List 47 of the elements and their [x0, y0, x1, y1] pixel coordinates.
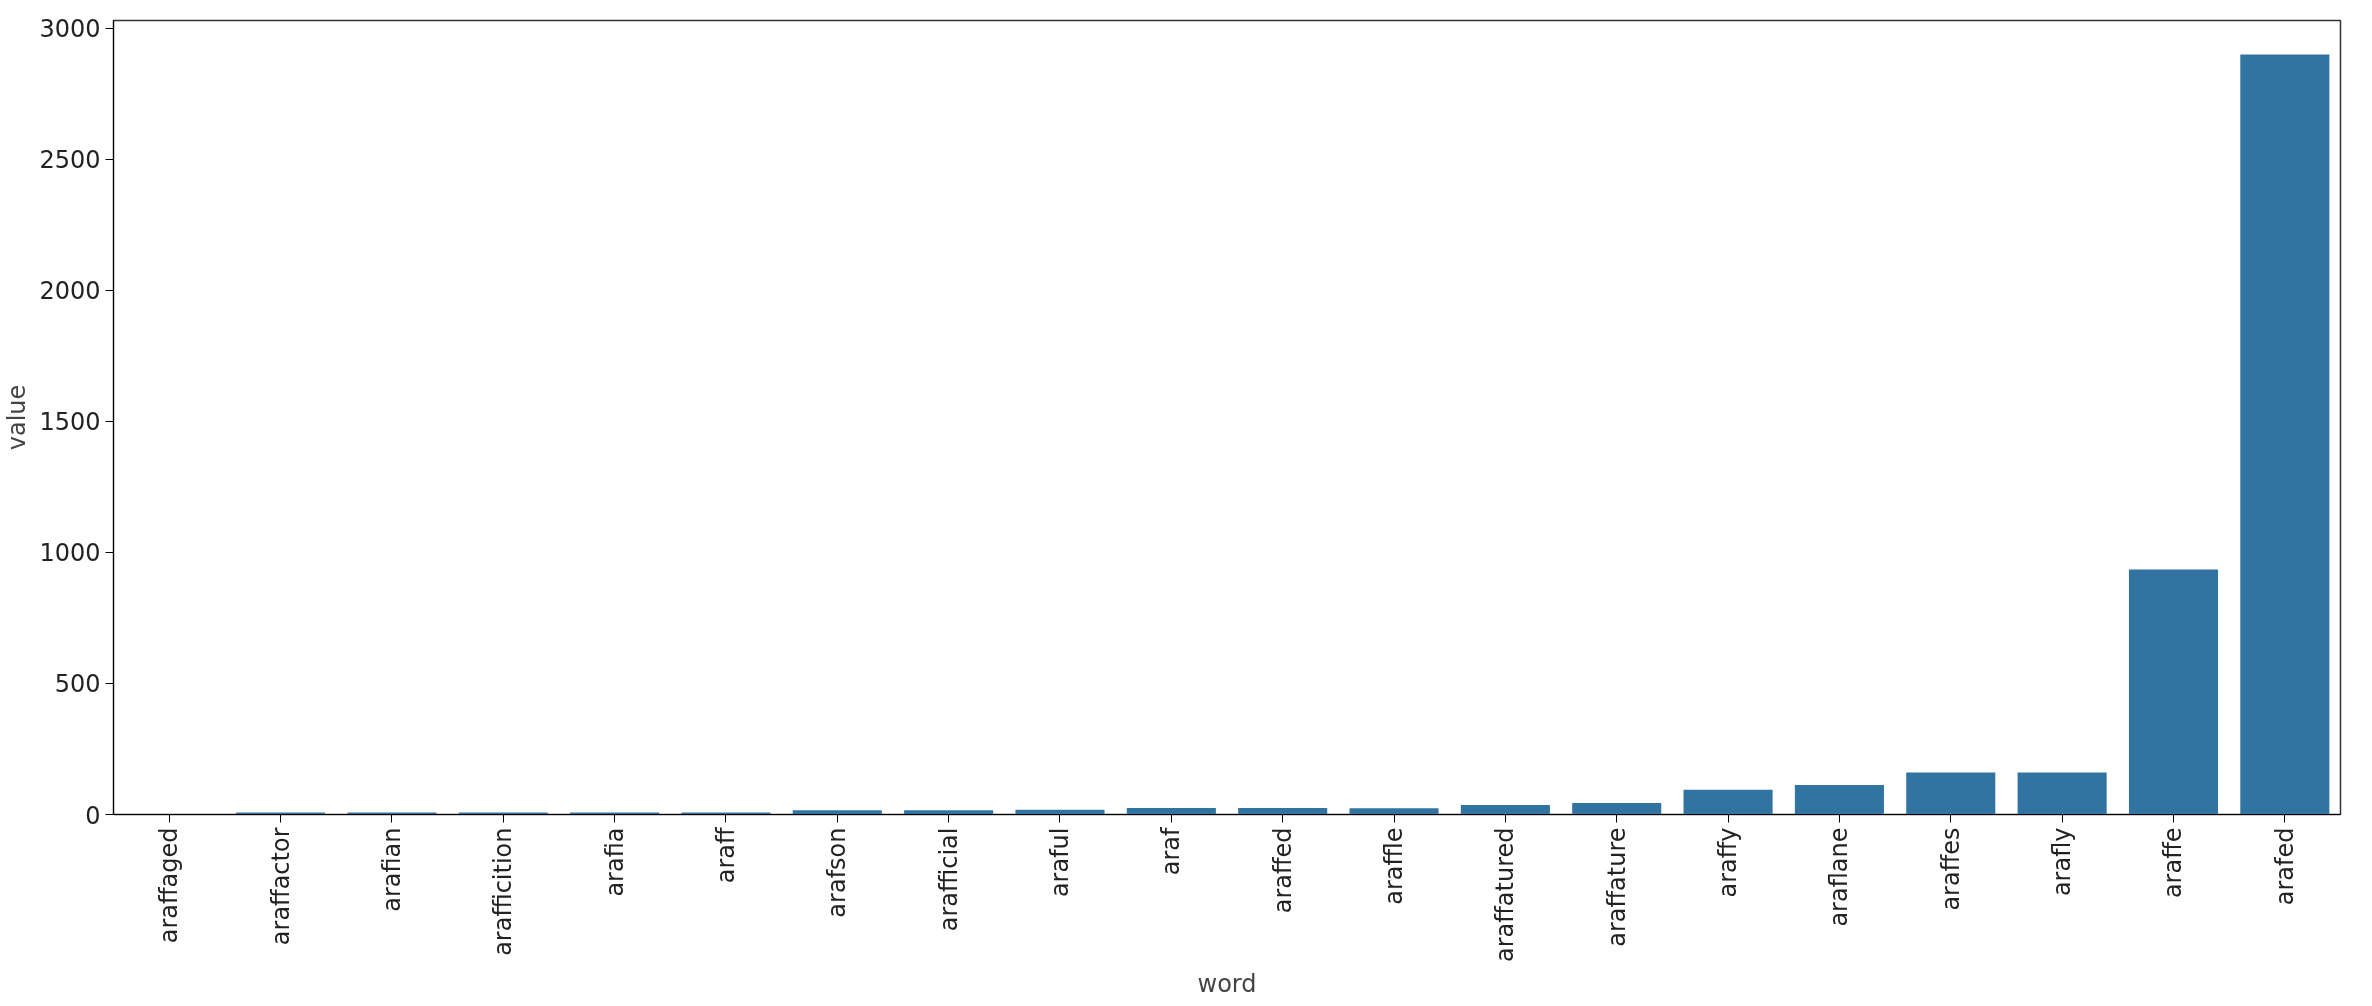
x-tick-label: arafian: [377, 827, 406, 912]
x-tick-label: araff: [711, 827, 740, 884]
bar: [1460, 805, 1550, 815]
bar: [681, 812, 771, 815]
bar: [1906, 772, 1996, 815]
x-tick-label: arafly: [2048, 827, 2077, 897]
bar: [792, 810, 882, 815]
x-tick-label: araffactor: [266, 827, 295, 946]
x-tick-label: araflane: [1825, 827, 1854, 927]
bar: [2017, 772, 2107, 815]
x-tick-label: araffaged: [155, 827, 184, 944]
y-tick-label: 1000: [39, 539, 101, 568]
x-tick-label: arafson: [823, 827, 852, 918]
bar: [1794, 784, 1884, 815]
bar: [1572, 802, 1662, 815]
x-tick-label: arafficial: [934, 827, 963, 932]
bar: [347, 812, 437, 815]
bar: [1238, 807, 1328, 815]
x-axis-title: word: [1197, 969, 1257, 998]
x-tick-label: araffy: [1714, 827, 1743, 898]
y-tick-label: 2500: [39, 146, 101, 175]
bar: [904, 810, 994, 815]
bar: [1349, 808, 1439, 815]
y-tick-label: 1500: [39, 408, 101, 437]
bar: [2128, 569, 2219, 815]
x-tick-label: araffature: [1602, 827, 1631, 947]
x-tick-label: araffle: [1380, 827, 1409, 905]
x-tick-label: araffe: [2159, 827, 2188, 899]
x-tick-label: araffed: [1268, 827, 1297, 914]
bar: [235, 812, 326, 815]
y-tick-label: 2000: [39, 277, 101, 306]
x-tick-label: araffatured: [1491, 827, 1520, 962]
bar: [570, 812, 660, 815]
bar: [1683, 789, 1773, 815]
x-tick-label: araffes: [1936, 827, 1965, 911]
bar: [1126, 807, 1216, 815]
x-tick-label: araful: [1045, 827, 1074, 898]
bar: [2240, 54, 2330, 815]
x-tick-label: arafia: [600, 827, 629, 897]
x-tick-label: arafficition: [489, 827, 518, 956]
y-tick-label: 3000: [39, 15, 101, 44]
bar: [458, 812, 548, 815]
y-tick-label: 500: [54, 670, 101, 699]
x-tick-label: araf: [1157, 826, 1186, 876]
y-tick-label: 0: [85, 801, 101, 830]
x-tick-label: arafed: [2270, 827, 2299, 906]
y-axis-title: value: [3, 384, 32, 451]
